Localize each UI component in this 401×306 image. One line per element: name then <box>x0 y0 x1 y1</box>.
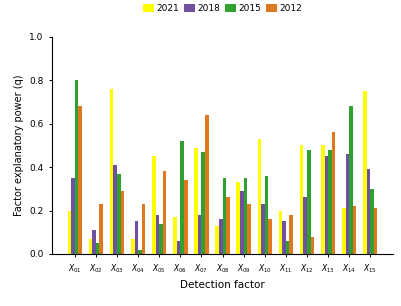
Bar <box>370 189 374 254</box>
Bar <box>89 239 92 254</box>
Bar <box>282 222 286 254</box>
Bar <box>353 206 356 254</box>
Bar <box>75 80 78 254</box>
Bar <box>134 222 138 254</box>
Bar <box>92 230 96 254</box>
Bar <box>324 156 328 254</box>
Bar <box>215 226 219 254</box>
Y-axis label: Factor explanatory power (q): Factor explanatory power (q) <box>14 75 24 216</box>
Bar <box>201 152 205 254</box>
Bar <box>290 215 293 254</box>
Bar <box>367 169 370 254</box>
Bar <box>237 182 240 254</box>
Bar <box>332 132 335 254</box>
Bar <box>304 197 307 254</box>
Legend: 2021, 2018, 2015, 2012: 2021, 2018, 2015, 2012 <box>141 2 304 15</box>
Bar <box>268 219 272 254</box>
Bar <box>71 178 75 254</box>
Bar <box>138 250 142 254</box>
Bar <box>99 204 103 254</box>
Bar <box>113 165 117 254</box>
Bar <box>321 145 324 254</box>
Bar <box>142 204 145 254</box>
Bar <box>374 208 377 254</box>
Bar <box>121 191 124 254</box>
Bar <box>198 215 201 254</box>
Bar <box>177 241 180 254</box>
Bar <box>240 191 244 254</box>
Bar <box>180 141 184 254</box>
Bar <box>78 106 82 254</box>
Bar <box>226 197 230 254</box>
Bar <box>163 171 166 254</box>
Bar <box>205 115 209 254</box>
Bar <box>342 208 346 254</box>
Bar <box>223 178 226 254</box>
Bar <box>328 150 332 254</box>
Bar <box>244 178 247 254</box>
Bar <box>184 180 188 254</box>
Bar <box>219 219 223 254</box>
Bar <box>300 145 304 254</box>
Bar <box>117 174 121 254</box>
Bar <box>247 204 251 254</box>
Bar <box>346 154 349 254</box>
Bar <box>159 224 163 254</box>
Bar <box>261 204 265 254</box>
Bar <box>96 243 99 254</box>
Bar <box>349 106 353 254</box>
Bar <box>173 217 177 254</box>
Bar <box>257 139 261 254</box>
Bar <box>110 89 113 254</box>
Bar <box>194 147 198 254</box>
Bar <box>311 237 314 254</box>
Bar <box>156 215 159 254</box>
Bar <box>279 211 282 254</box>
Bar <box>265 176 268 254</box>
X-axis label: Detection factor: Detection factor <box>180 280 265 290</box>
Bar <box>131 239 134 254</box>
Bar <box>363 91 367 254</box>
Bar <box>286 241 290 254</box>
Bar <box>307 150 311 254</box>
Bar <box>68 211 71 254</box>
Bar <box>152 156 156 254</box>
